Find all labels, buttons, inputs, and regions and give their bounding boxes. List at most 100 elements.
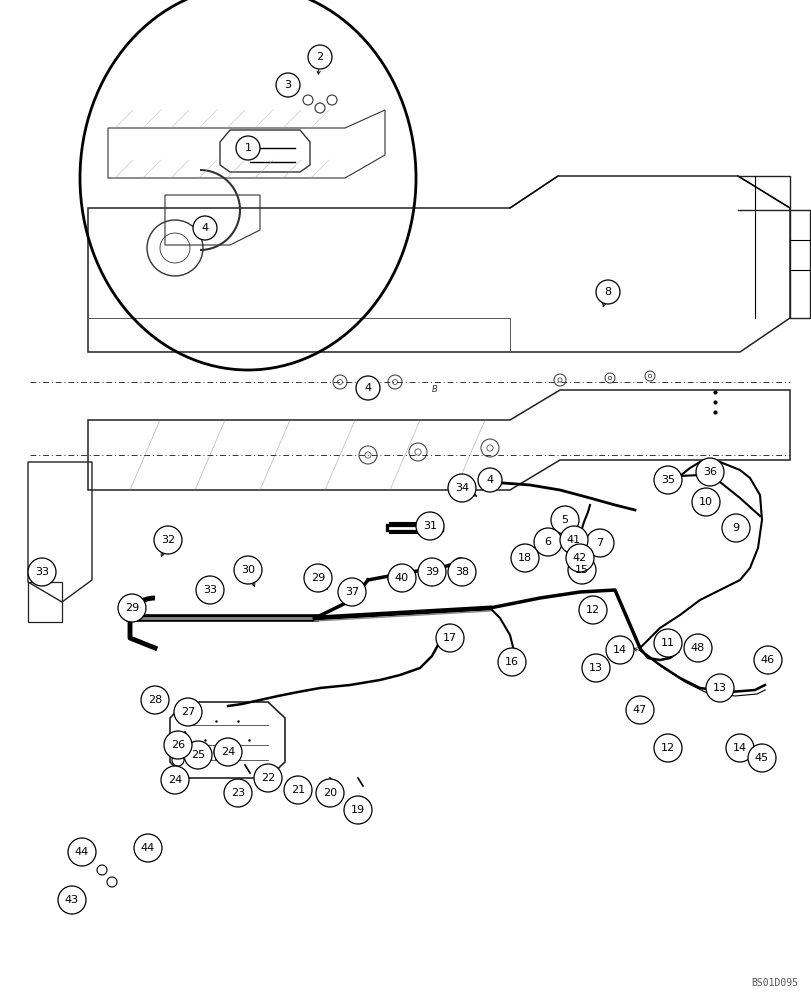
Circle shape xyxy=(184,741,212,769)
Circle shape xyxy=(653,466,681,494)
Circle shape xyxy=(58,886,86,914)
Text: BS01D095: BS01D095 xyxy=(750,978,797,988)
Circle shape xyxy=(68,838,96,866)
Circle shape xyxy=(478,468,501,492)
Text: 20: 20 xyxy=(323,788,337,798)
Circle shape xyxy=(534,528,561,556)
Text: 39: 39 xyxy=(424,567,439,577)
Text: 34: 34 xyxy=(454,483,469,493)
Circle shape xyxy=(388,571,401,585)
Text: 44: 44 xyxy=(140,843,155,853)
Text: 44: 44 xyxy=(75,847,89,857)
Circle shape xyxy=(683,634,711,662)
Circle shape xyxy=(753,646,781,674)
Text: 4: 4 xyxy=(201,223,208,233)
Circle shape xyxy=(315,779,344,807)
Circle shape xyxy=(161,766,189,794)
Circle shape xyxy=(141,686,169,714)
Circle shape xyxy=(586,529,613,557)
Circle shape xyxy=(705,674,733,702)
Circle shape xyxy=(625,696,653,724)
Circle shape xyxy=(695,458,723,486)
Circle shape xyxy=(97,865,107,875)
Circle shape xyxy=(214,738,242,766)
Circle shape xyxy=(303,564,332,592)
Circle shape xyxy=(388,564,415,592)
Circle shape xyxy=(551,506,578,534)
Text: 12: 12 xyxy=(660,743,674,753)
Circle shape xyxy=(418,558,445,586)
Text: 42: 42 xyxy=(573,553,586,563)
Text: 12: 12 xyxy=(586,605,599,615)
Circle shape xyxy=(747,744,775,772)
Text: 16: 16 xyxy=(504,657,518,667)
Circle shape xyxy=(565,544,594,572)
Circle shape xyxy=(276,73,299,97)
Circle shape xyxy=(423,565,436,579)
Text: 35: 35 xyxy=(660,475,674,485)
Circle shape xyxy=(560,526,587,554)
Text: 7: 7 xyxy=(596,538,603,548)
Text: 4: 4 xyxy=(486,475,493,485)
Circle shape xyxy=(453,558,466,572)
Text: 31: 31 xyxy=(423,521,436,531)
Circle shape xyxy=(653,734,681,762)
Text: 43: 43 xyxy=(65,895,79,905)
Text: 48: 48 xyxy=(690,643,704,653)
Text: 13: 13 xyxy=(712,683,726,693)
Text: 21: 21 xyxy=(290,785,305,795)
Circle shape xyxy=(134,834,162,862)
Circle shape xyxy=(725,734,753,762)
Text: 19: 19 xyxy=(350,805,365,815)
Circle shape xyxy=(118,594,146,622)
Circle shape xyxy=(28,558,56,586)
Text: 29: 29 xyxy=(311,573,324,583)
Text: 18: 18 xyxy=(517,553,531,563)
Circle shape xyxy=(415,512,444,540)
Circle shape xyxy=(497,648,526,676)
Text: 6: 6 xyxy=(544,537,551,547)
Text: 24: 24 xyxy=(221,747,235,757)
Text: B: B xyxy=(431,385,437,394)
Text: 11: 11 xyxy=(660,638,674,648)
Circle shape xyxy=(77,847,87,857)
Text: 5: 5 xyxy=(561,515,568,525)
Text: 37: 37 xyxy=(345,587,358,597)
Circle shape xyxy=(154,526,182,554)
Text: 38: 38 xyxy=(454,567,469,577)
Text: 15: 15 xyxy=(574,565,588,575)
Circle shape xyxy=(581,654,609,682)
Text: 17: 17 xyxy=(442,633,457,643)
Text: 26: 26 xyxy=(171,740,185,750)
Circle shape xyxy=(345,585,358,599)
Text: 22: 22 xyxy=(260,773,275,783)
Text: 28: 28 xyxy=(148,695,162,705)
Circle shape xyxy=(193,216,217,240)
Text: 10: 10 xyxy=(698,497,712,507)
Circle shape xyxy=(172,754,184,766)
Circle shape xyxy=(510,544,539,572)
Text: 36: 36 xyxy=(702,467,716,477)
Text: 9: 9 xyxy=(732,523,739,533)
Circle shape xyxy=(721,514,749,542)
Text: 46: 46 xyxy=(760,655,775,665)
Circle shape xyxy=(691,488,719,516)
Circle shape xyxy=(448,474,475,502)
Text: 14: 14 xyxy=(732,743,746,753)
Text: 23: 23 xyxy=(230,788,245,798)
Text: 25: 25 xyxy=(191,750,205,760)
Circle shape xyxy=(254,764,281,792)
Text: 32: 32 xyxy=(161,535,175,545)
Circle shape xyxy=(355,376,380,400)
Circle shape xyxy=(214,746,225,758)
Circle shape xyxy=(174,698,202,726)
Circle shape xyxy=(307,45,332,69)
Text: 41: 41 xyxy=(566,535,581,545)
Circle shape xyxy=(578,596,607,624)
Circle shape xyxy=(224,779,251,807)
Circle shape xyxy=(436,624,463,652)
Text: 29: 29 xyxy=(125,603,139,613)
Text: 27: 27 xyxy=(181,707,195,717)
Text: 4: 4 xyxy=(364,383,371,393)
Text: 3: 3 xyxy=(284,80,291,90)
